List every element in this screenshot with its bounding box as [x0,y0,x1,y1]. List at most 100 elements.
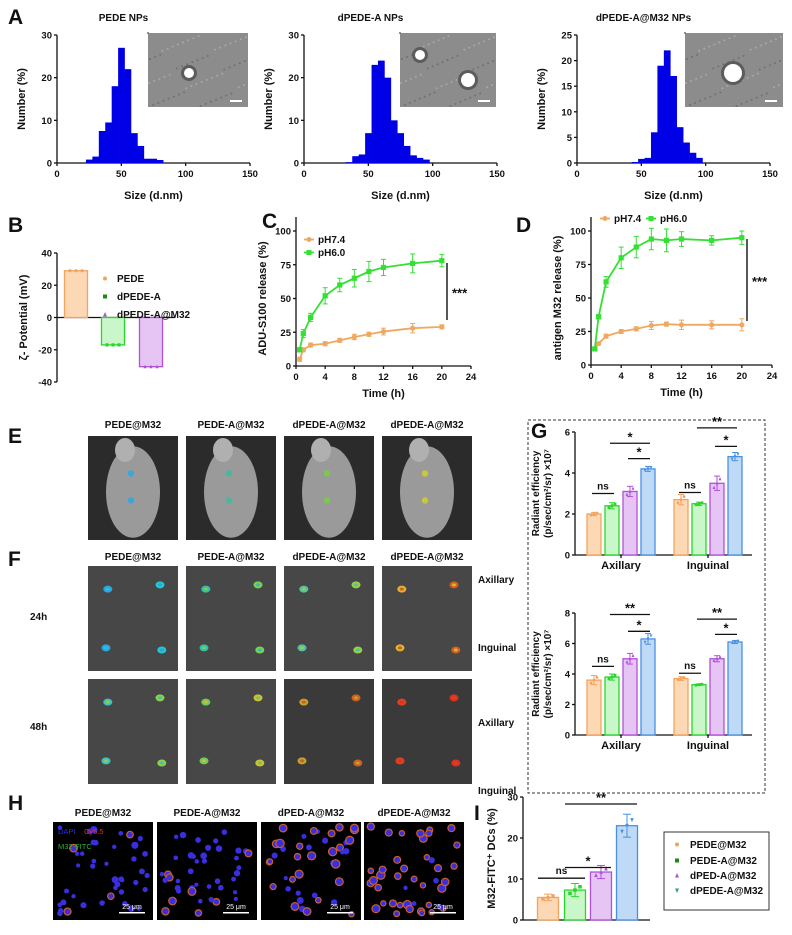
cell-nucleus [194,882,199,887]
cell-nucleus [295,890,301,896]
histogram-bar [650,132,658,163]
legend-marker-circle [675,842,679,847]
legend-marker-triangle-down [730,457,734,461]
tem-grain [148,82,151,85]
legend-marker-triangle-down [649,634,653,638]
y-tick-label: 75 [575,260,586,271]
legend-marker-circle [595,511,599,515]
legend-marker-triangle [631,486,635,490]
tem-grain [224,44,227,47]
tem-grain [436,63,439,66]
series-ph60 [297,253,445,353]
chart-b: -40 -20 0 20 40 ζ- Potential (mV) PEDE dPEDE-A d… [18,249,191,389]
cell-nucleus [195,837,201,843]
y-tick-label: 20 [561,56,572,67]
tem-grain [435,87,438,90]
x-tick-label: 4 [619,371,625,382]
y-tick-label: 10 [507,875,518,886]
legend-marker-circle [74,269,78,273]
cell-nucleus [118,831,124,836]
x-tick-label: 0 [588,371,593,382]
legend-marker-square [610,675,614,679]
cell-nucleus [372,905,380,913]
tem-grain [740,102,743,105]
cell-nucleus [104,861,109,866]
cell-nucleus [86,828,93,834]
cell-nucleus [311,892,318,899]
legend-marker-triangle [594,873,598,878]
significance-label: ns [556,866,568,877]
legend-marker-circle [592,512,596,516]
x-tick-label: 50 [363,169,374,180]
lymph-node-label: Axillary [478,575,515,586]
tem-grain [777,84,780,87]
significance-label: * [723,620,729,635]
x-tick-label: 12 [378,372,389,383]
tem-grain [695,77,698,80]
lymph-node-image [284,566,374,671]
cell-nucleus [200,852,208,860]
tem-grain [778,60,781,63]
cell-nucleus [411,901,417,906]
tem-image [399,32,496,107]
chart-d: 0 25 50 75 100 0 4 8 12 16 20 24 Time (h) antigen M32… [552,214,778,399]
legend-marker-square [117,343,121,347]
legend-label: PEDE@M32 [690,840,747,851]
legend-marker-triangle [712,658,716,662]
histogram-bar [143,158,151,163]
histogram-bar [683,142,690,163]
tem-grain [732,59,735,62]
y-tick-label: 100 [570,227,586,238]
data-point [678,236,685,242]
x-axis-label: Size (d.nm) [124,190,183,202]
histogram-bar [371,64,379,163]
image-title: PEDE@M32 [105,552,162,563]
cell-nucleus [179,831,187,839]
tem-grain [445,83,448,86]
tem-grain [479,92,482,95]
x-tick-label: 8 [649,371,654,382]
significance-label: ** [712,414,723,429]
legend-marker-circle [80,269,84,273]
tem-grain [172,95,175,98]
cell-nucleus [328,830,335,837]
legend-marker-square [675,858,679,863]
legend-marker-triangle [628,656,632,661]
tem-grain [746,76,749,79]
legend-marker-triangle-down [620,829,624,834]
cell-nucleus [233,870,241,877]
data-point [592,346,598,352]
data-point [709,237,715,243]
image-title: PEDE@M32 [105,420,162,431]
nanoparticle [461,73,475,87]
legend-marker-triangle [625,492,629,496]
tem-grain [758,68,761,71]
data-point [300,331,306,337]
tem-grain [456,54,459,57]
tem-grain [427,43,430,46]
x-tick-label: 150 [489,169,505,180]
y-tick-label: 6 [565,639,570,650]
tem-grain [749,48,752,51]
y-tick-label: 40 [41,249,52,260]
histogram-bar [423,159,430,163]
tem-grain [201,57,204,60]
significance-label: * [636,445,642,460]
image-title: dPEDE-A@M32 [292,420,366,431]
cell-nucleus [436,903,443,910]
legend-label: pH7.4 [318,235,346,246]
y-tick-label: 0 [565,551,570,562]
bar [673,677,689,736]
tem-grain [705,73,708,76]
confocal-image: 25 μm [261,822,361,920]
histogram-bar [663,50,671,163]
cell-nucleus [173,834,179,840]
tem-grain [774,38,777,41]
tem-grain [176,43,179,46]
tem-grain [756,72,759,75]
bar [691,684,707,736]
cell-nucleus [64,908,71,915]
cell-nucleus [337,844,343,851]
cell-nucleus [283,876,288,881]
y-tick-label: 25 [561,31,572,42]
